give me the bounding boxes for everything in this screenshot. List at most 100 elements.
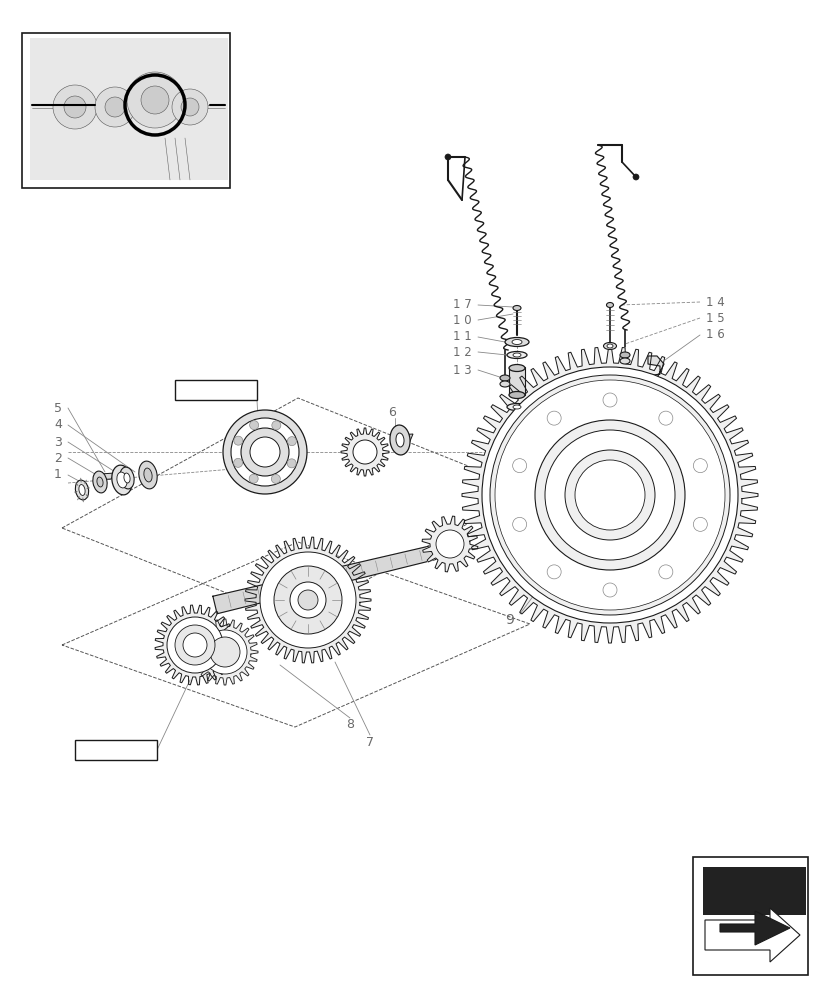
Bar: [22, 33, 230, 188]
Circle shape: [658, 411, 672, 425]
Text: 4: 4: [54, 418, 62, 432]
Text: 9: 9: [505, 613, 514, 627]
Bar: [75, 740, 157, 760]
Circle shape: [274, 566, 342, 634]
Ellipse shape: [509, 391, 524, 398]
Text: 8: 8: [346, 718, 354, 731]
Circle shape: [210, 637, 240, 667]
Polygon shape: [96, 473, 115, 480]
Circle shape: [547, 411, 561, 425]
Circle shape: [271, 421, 280, 430]
Circle shape: [167, 617, 222, 673]
Text: 2: 2: [54, 452, 62, 464]
Ellipse shape: [619, 358, 629, 364]
Polygon shape: [213, 538, 466, 614]
Circle shape: [632, 174, 638, 180]
Polygon shape: [245, 537, 370, 663]
Text: 1 2: 1 2: [452, 346, 471, 359]
Text: 1 7: 1 7: [452, 298, 471, 312]
Ellipse shape: [395, 433, 404, 447]
Ellipse shape: [97, 477, 103, 487]
Ellipse shape: [390, 425, 409, 455]
Ellipse shape: [500, 381, 509, 387]
Text: PAG. 2: PAG. 2: [98, 745, 134, 755]
Circle shape: [564, 450, 654, 540]
Text: 1 6: 1 6: [705, 328, 724, 342]
Bar: [692, 857, 807, 975]
Circle shape: [547, 565, 561, 579]
Circle shape: [287, 459, 296, 468]
Circle shape: [141, 86, 169, 114]
Ellipse shape: [504, 338, 528, 347]
Circle shape: [658, 565, 672, 579]
Text: 5: 5: [54, 401, 62, 414]
Circle shape: [287, 437, 296, 446]
Ellipse shape: [619, 352, 629, 358]
Ellipse shape: [120, 467, 134, 489]
Polygon shape: [704, 908, 799, 962]
Polygon shape: [192, 619, 258, 685]
Ellipse shape: [511, 340, 521, 344]
Text: PAG. 2: PAG. 2: [198, 385, 234, 395]
Circle shape: [512, 517, 526, 531]
Text: 6: 6: [388, 406, 395, 418]
Polygon shape: [30, 38, 227, 180]
Text: 7: 7: [366, 735, 374, 748]
Circle shape: [233, 458, 242, 467]
Circle shape: [250, 437, 280, 467]
Circle shape: [203, 630, 246, 674]
Circle shape: [692, 459, 706, 473]
Circle shape: [181, 98, 198, 116]
Circle shape: [289, 582, 326, 618]
Ellipse shape: [139, 461, 157, 489]
Ellipse shape: [79, 485, 85, 495]
Ellipse shape: [117, 472, 127, 488]
Ellipse shape: [513, 405, 520, 409]
Ellipse shape: [75, 480, 88, 500]
Polygon shape: [461, 347, 757, 643]
Circle shape: [436, 530, 463, 558]
Polygon shape: [155, 605, 235, 685]
Circle shape: [231, 418, 299, 486]
Ellipse shape: [509, 364, 524, 371]
Polygon shape: [422, 516, 477, 572]
Circle shape: [233, 436, 242, 445]
Bar: [509, 367, 524, 395]
Ellipse shape: [603, 342, 616, 350]
Polygon shape: [393, 434, 413, 447]
Ellipse shape: [124, 473, 130, 483]
Polygon shape: [627, 356, 663, 383]
Circle shape: [64, 96, 86, 118]
Circle shape: [127, 72, 183, 128]
Circle shape: [172, 89, 208, 125]
Text: 1: 1: [54, 468, 62, 482]
Ellipse shape: [500, 375, 509, 381]
Circle shape: [95, 87, 135, 127]
Circle shape: [271, 474, 280, 483]
Circle shape: [260, 552, 356, 648]
Bar: [702, 867, 805, 915]
Ellipse shape: [506, 352, 526, 359]
Circle shape: [444, 154, 451, 160]
Circle shape: [249, 421, 258, 430]
Circle shape: [481, 367, 737, 623]
Text: 1 3: 1 3: [452, 363, 471, 376]
Circle shape: [512, 459, 526, 473]
Circle shape: [534, 420, 684, 570]
Circle shape: [544, 430, 674, 560]
Ellipse shape: [506, 403, 526, 410]
Polygon shape: [719, 911, 789, 945]
Circle shape: [602, 393, 616, 407]
Text: 1 4: 1 4: [705, 296, 724, 308]
Circle shape: [105, 97, 125, 117]
Circle shape: [490, 375, 729, 615]
Polygon shape: [341, 428, 389, 476]
Ellipse shape: [513, 306, 520, 310]
Circle shape: [298, 590, 318, 610]
Bar: [174, 380, 256, 400]
Ellipse shape: [605, 302, 613, 308]
Circle shape: [692, 517, 706, 531]
Circle shape: [183, 633, 207, 657]
Circle shape: [222, 410, 307, 494]
Text: 1 5: 1 5: [705, 312, 724, 324]
